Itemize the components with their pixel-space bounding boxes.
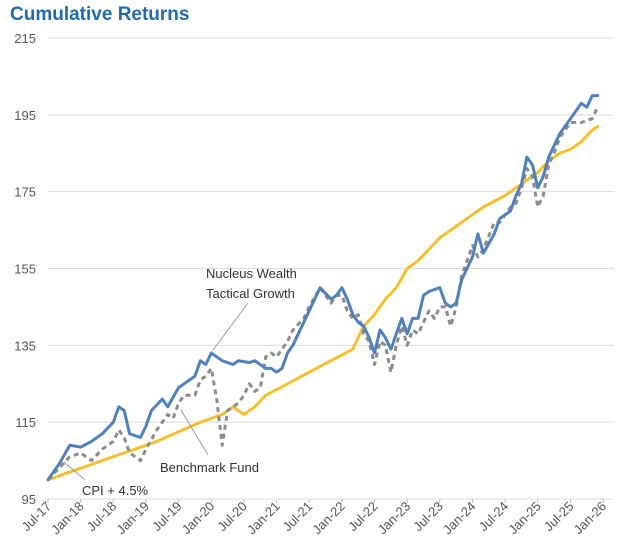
- y-tick-label: 135: [14, 338, 36, 353]
- nucleus-leader-line: [212, 302, 249, 351]
- series-line-cpi-4-5-: [46, 124, 600, 482]
- x-tick-label: Jan-25: [505, 499, 544, 538]
- benchmark-leader-line: [180, 409, 209, 456]
- y-tick-label: 175: [14, 185, 36, 200]
- x-tick-label: Jul-18: [84, 499, 120, 535]
- x-tick-label: Jan-26: [571, 499, 610, 538]
- x-tick-label: Jul-21: [280, 499, 316, 535]
- annotation-nucleus-line-1: Nucleus Wealth: [206, 266, 297, 281]
- x-tick-label: Jul-22: [345, 499, 381, 535]
- y-tick-label: 215: [14, 31, 36, 46]
- y-tick-label: 115: [15, 415, 36, 430]
- annotation-nucleus-line-2: Tactical Growth: [206, 286, 295, 301]
- annotation-cpi-line-1: CPI + 4.5%: [82, 483, 149, 498]
- x-tick-label: Jul-25: [541, 499, 577, 535]
- annotation-benchmark-line-1: Benchmark Fund: [160, 460, 259, 475]
- x-tick-label: Jan-20: [179, 499, 218, 538]
- x-tick-label: Jul-23: [410, 499, 446, 535]
- series-line-nucleus-wealth-tactical-growth: [46, 94, 600, 482]
- x-tick-label: Jan-18: [48, 499, 87, 538]
- x-tick-label: Jul-20: [214, 499, 250, 535]
- cpi-leader-line: [63, 461, 86, 481]
- x-tick-label: Jul-19: [149, 499, 185, 535]
- x-tick-label: Jan-23: [375, 499, 414, 538]
- x-tick-label: Jan-19: [113, 499, 152, 538]
- x-tick-label: Jan-21: [244, 499, 283, 538]
- y-tick-label: 195: [14, 108, 36, 123]
- y-tick-label: 155: [14, 262, 36, 277]
- x-tick-label: Jan-22: [309, 499, 348, 538]
- series-line-benchmark-fund: [46, 106, 600, 481]
- y-tick-label: 95: [22, 492, 36, 507]
- chart-title: Cumulative Returns: [10, 4, 190, 25]
- x-tick-label: Jan-24: [440, 499, 479, 538]
- x-tick-label: Jul-24: [476, 499, 512, 535]
